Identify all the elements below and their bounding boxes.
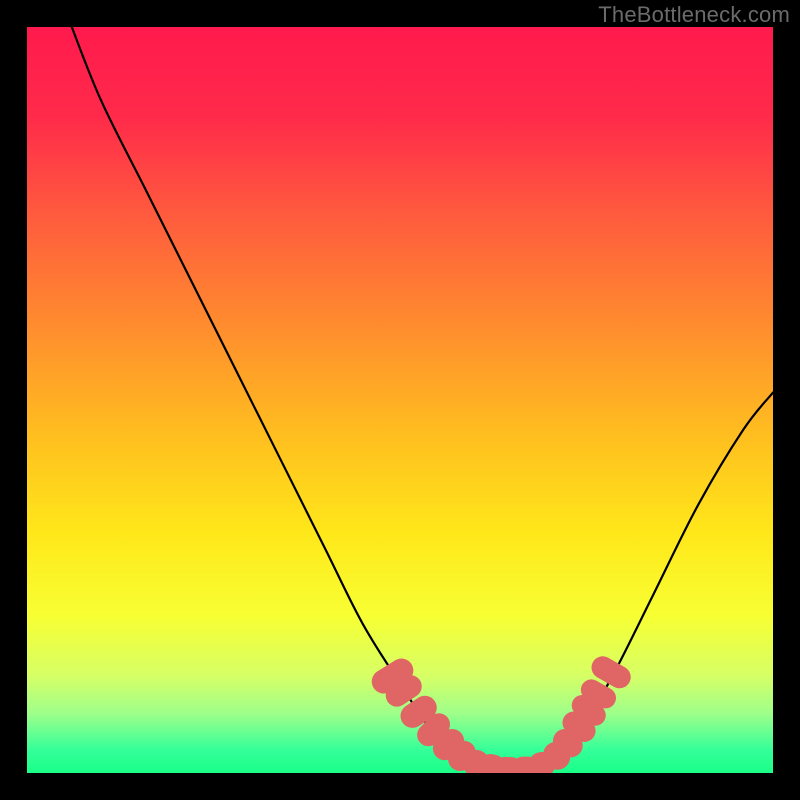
plot-area bbox=[27, 27, 773, 773]
chart-stage: TheBottleneck.com bbox=[0, 0, 800, 800]
watermark-label: TheBottleneck.com bbox=[598, 2, 790, 28]
chart-svg bbox=[27, 27, 773, 773]
